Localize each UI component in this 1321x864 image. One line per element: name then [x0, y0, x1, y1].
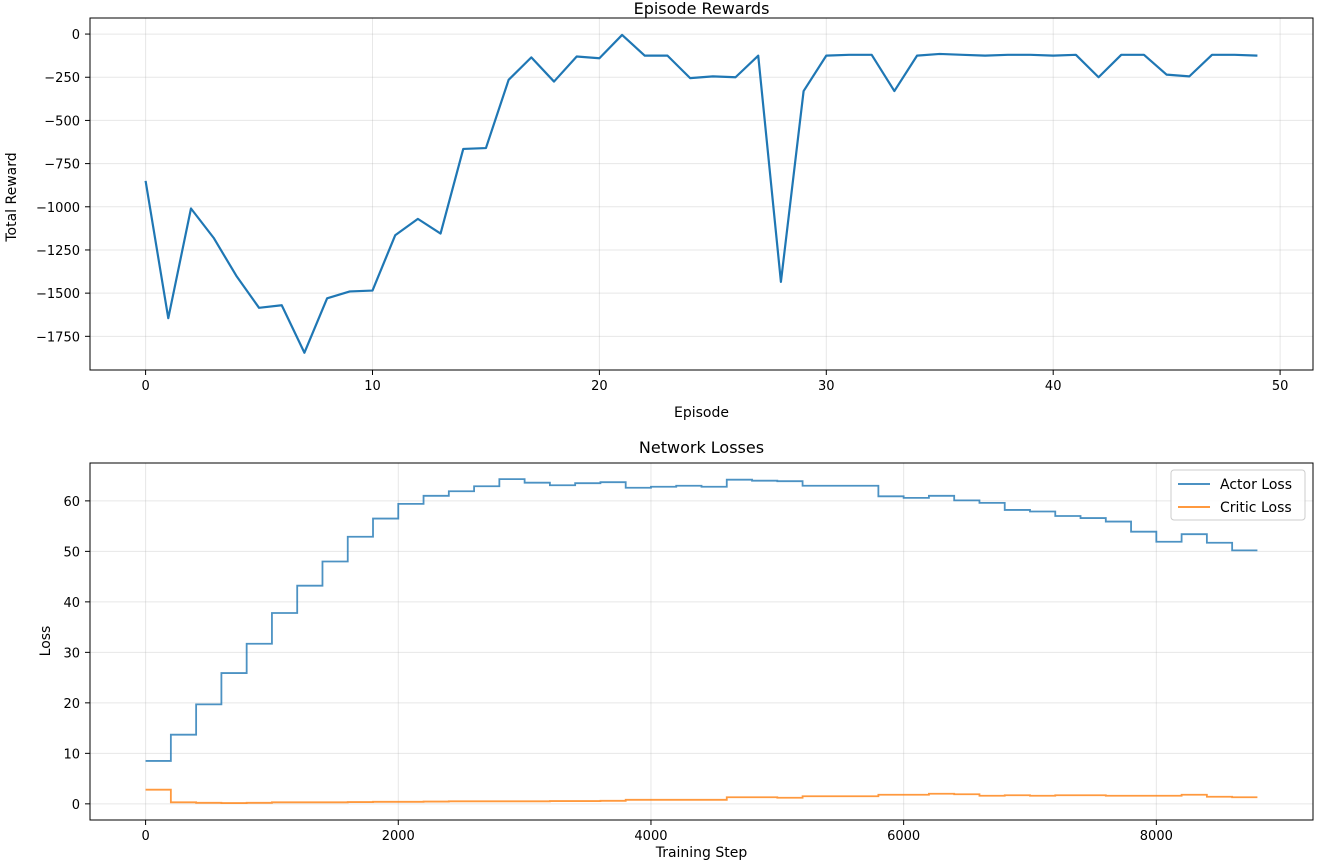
rewards-series: [144, 33, 1258, 354]
losses-y-tick-label: 50: [63, 545, 80, 560]
rewards-y-tick-label: −250: [44, 71, 80, 86]
losses-y-tick-label: 30: [63, 646, 80, 661]
rewards-x-tick-label: 20: [591, 379, 608, 394]
rewards-y-tick-label: −1000: [36, 201, 80, 216]
losses-x-tick-label: 4000: [634, 829, 667, 844]
losses-chart-title: Network Losses: [639, 438, 764, 457]
series-line-critic-loss: [145, 788, 1258, 804]
rewards-x-tick-label: 0: [141, 379, 149, 394]
legend-label-actor-loss: Actor Loss: [1220, 477, 1292, 493]
losses-y-tick-label: 40: [63, 596, 80, 611]
rewards-chart-title: Episode Rewards: [634, 0, 770, 18]
rewards-y-tick-label: −1500: [36, 287, 80, 302]
rewards-y-tick-label: −500: [44, 114, 80, 129]
rewards-y-tick-label: −1250: [36, 244, 80, 259]
losses-x-ticks: 0 2000 4000 6000 8000: [141, 820, 1173, 844]
rewards-x-axis-label: Episode: [674, 405, 729, 421]
rewards-grid: [90, 18, 1313, 370]
episode-rewards-chart: 0 10 20 30 40 50 0 −250 −500 −750 −1000 −1250 −1500…: [4, 0, 1314, 421]
rewards-x-tick-label: 30: [818, 379, 835, 394]
rewards-y-axis-label: Total Reward: [4, 152, 20, 242]
losses-legend: Actor Loss Critic Loss: [1170, 469, 1306, 521]
losses-x-tick-label: 2000: [382, 829, 415, 844]
losses-x-tick-label: 0: [141, 829, 149, 844]
losses-x-tick-label: 6000: [887, 829, 920, 844]
losses-y-tick-label: 0: [72, 798, 80, 813]
losses-grid: [90, 463, 1313, 820]
losses-y-axis-label: Loss: [38, 626, 54, 657]
losses-x-tick-label: 8000: [1140, 829, 1173, 844]
rewards-y-tick-label: −1750: [36, 330, 80, 345]
rewards-y-tick-label: −750: [44, 158, 80, 173]
rewards-plot-frame: [89, 17, 1314, 371]
losses-series: [145, 478, 1258, 804]
rewards-x-tick-label: 40: [1045, 379, 1062, 394]
losses-y-ticks: 0 10 20 30 40 50 60: [63, 495, 90, 813]
rewards-x-ticks: 0 10 20 30 40 50: [141, 370, 1288, 394]
losses-y-tick-label: 60: [63, 495, 80, 510]
rewards-y-ticks: 0 −250 −500 −750 −1000 −1250 −1500 −1750: [36, 28, 90, 345]
series-line-actor-loss: [145, 478, 1258, 762]
losses-y-tick-label: 10: [63, 747, 80, 762]
network-losses-chart: 0 2000 4000 6000 8000 0 10 20 30 40 50 60 Network …: [38, 438, 1314, 861]
losses-plot-frame: [89, 462, 1314, 821]
rewards-x-tick-label: 10: [364, 379, 381, 394]
losses-y-tick-label: 20: [63, 697, 80, 712]
rewards-x-tick-label: 50: [1272, 379, 1289, 394]
rewards-y-tick-label: 0: [72, 28, 80, 43]
episode-rewards-line: [144, 33, 1258, 354]
legend-label-critic-loss: Critic Loss: [1220, 500, 1292, 516]
losses-x-axis-label: Training Step: [655, 845, 748, 861]
